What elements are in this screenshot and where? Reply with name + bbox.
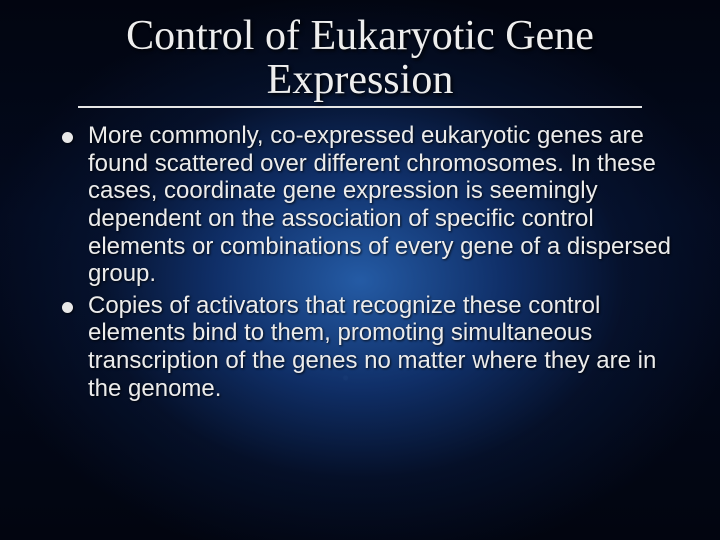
bullet-list: More commonly, co-expressed eukaryotic g…: [40, 122, 680, 402]
slide: Control of Eukaryotic Gene Expression Mo…: [0, 0, 720, 540]
bullet-item: More commonly, co-expressed eukaryotic g…: [62, 122, 680, 288]
bullet-text: Copies of activators that recognize thes…: [88, 292, 656, 402]
bullet-item: Copies of activators that recognize thes…: [62, 292, 680, 402]
slide-title: Control of Eukaryotic Gene Expression: [78, 14, 641, 108]
bullet-text: More commonly, co-expressed eukaryotic g…: [88, 122, 671, 287]
